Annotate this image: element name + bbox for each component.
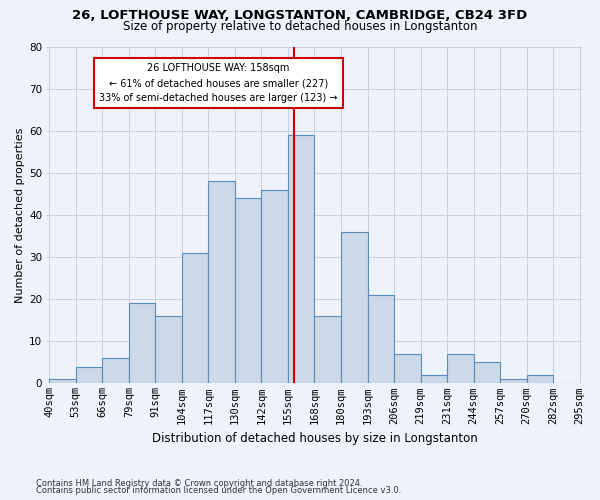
Bar bbox=[500, 379, 527, 384]
Bar bbox=[208, 182, 235, 384]
Text: Contains public sector information licensed under the Open Government Licence v3: Contains public sector information licen… bbox=[36, 486, 401, 495]
Y-axis label: Number of detached properties: Number of detached properties bbox=[15, 128, 25, 302]
Bar bbox=[182, 253, 208, 384]
Text: Size of property relative to detached houses in Longstanton: Size of property relative to detached ho… bbox=[123, 20, 477, 33]
Bar bbox=[155, 316, 182, 384]
Bar bbox=[314, 316, 341, 384]
Bar bbox=[76, 366, 102, 384]
Bar bbox=[421, 375, 447, 384]
Bar bbox=[288, 135, 314, 384]
Text: Contains HM Land Registry data © Crown copyright and database right 2024.: Contains HM Land Registry data © Crown c… bbox=[36, 478, 362, 488]
Bar bbox=[394, 354, 421, 384]
X-axis label: Distribution of detached houses by size in Longstanton: Distribution of detached houses by size … bbox=[152, 432, 478, 445]
Bar bbox=[527, 375, 553, 384]
Bar bbox=[447, 354, 473, 384]
Bar bbox=[235, 198, 262, 384]
Bar bbox=[129, 304, 155, 384]
Bar bbox=[49, 379, 76, 384]
Text: 26, LOFTHOUSE WAY, LONGSTANTON, CAMBRIDGE, CB24 3FD: 26, LOFTHOUSE WAY, LONGSTANTON, CAMBRIDG… bbox=[73, 9, 527, 22]
Text: 26 LOFTHOUSE WAY: 158sqm
← 61% of detached houses are smaller (227)
33% of semi-: 26 LOFTHOUSE WAY: 158sqm ← 61% of detach… bbox=[100, 64, 338, 103]
Bar bbox=[262, 190, 288, 384]
Bar bbox=[102, 358, 129, 384]
Bar bbox=[341, 232, 368, 384]
Bar bbox=[368, 295, 394, 384]
Bar bbox=[473, 362, 500, 384]
